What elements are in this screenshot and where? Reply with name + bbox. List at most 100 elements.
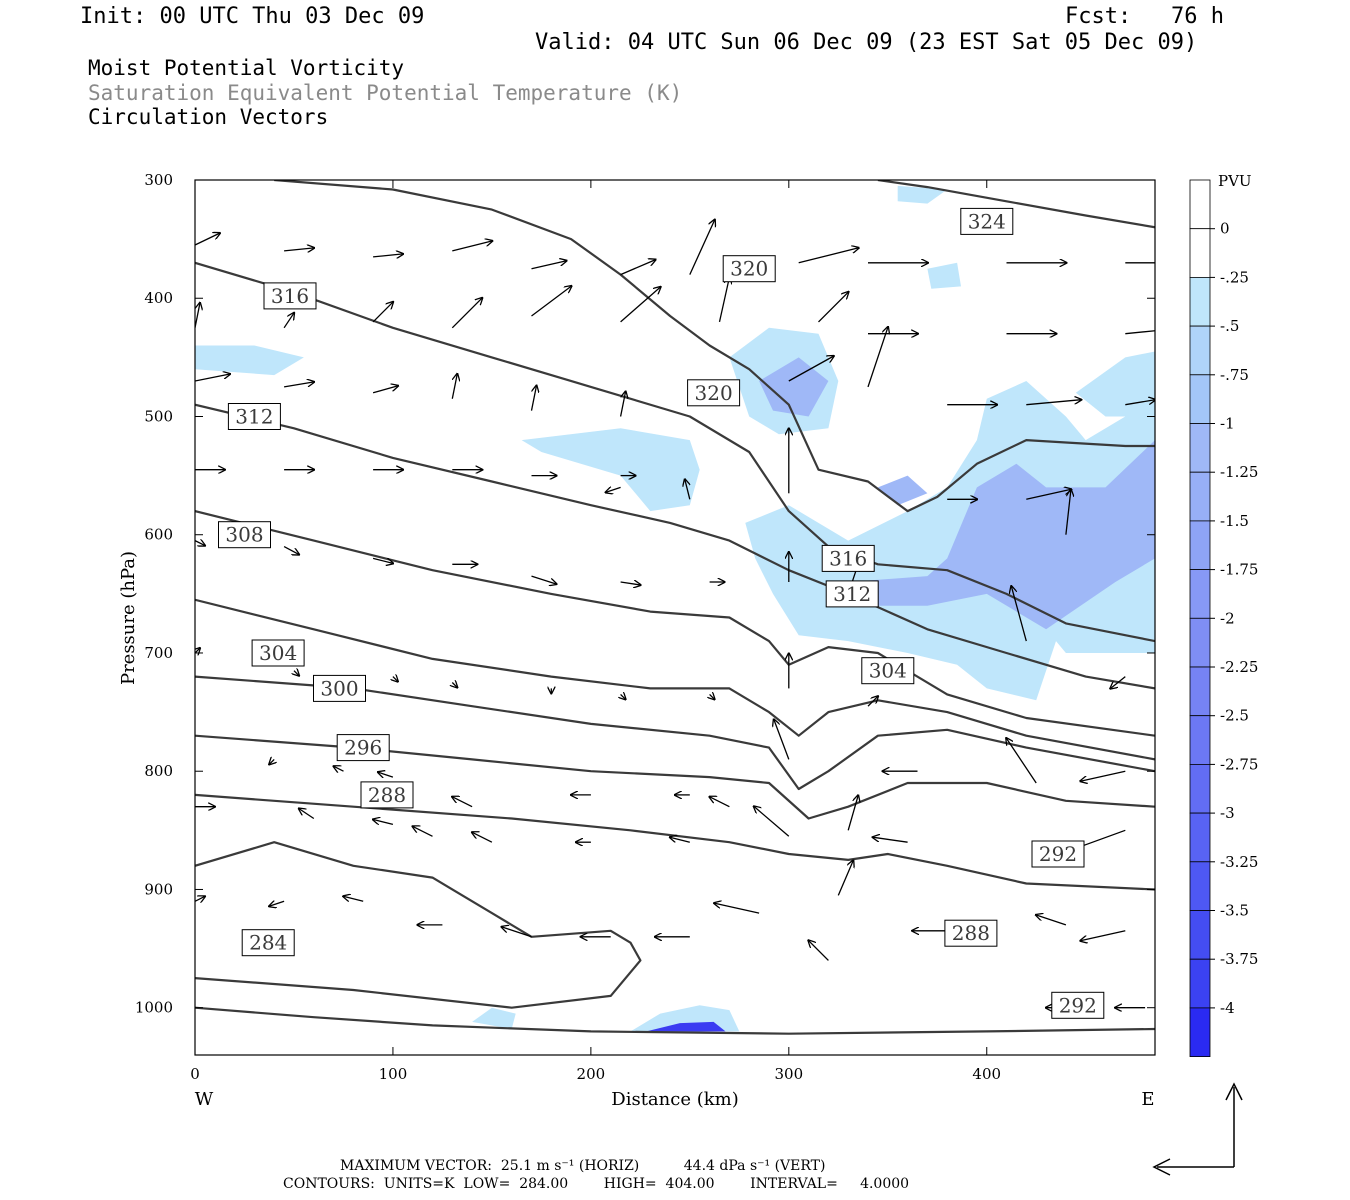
contour-label: 284 [249, 931, 287, 955]
contour-label: 320 [695, 381, 733, 405]
vector-arrow [532, 386, 537, 411]
vector-arrow [269, 759, 274, 764]
colorbar-bin [1190, 521, 1210, 570]
vector-arrow [532, 576, 557, 584]
contour-label: 292 [1059, 993, 1097, 1017]
vector-arrow [690, 220, 715, 275]
vector-arrow [373, 819, 393, 824]
contour-label: 304 [259, 641, 297, 665]
colorbar-label: -3.5 [1220, 902, 1249, 920]
vector-arrow [413, 826, 433, 836]
y-tick-label: 600 [144, 526, 173, 544]
pv-region [927, 263, 961, 289]
colorbar-bin [1190, 764, 1210, 813]
contour-label: 300 [320, 676, 358, 700]
colorbar-label: 0 [1220, 220, 1230, 238]
vector-arrow [294, 671, 299, 676]
max-vector-note: MAXIMUM VECTOR: 25.1 m s⁻¹ (HORIZ) 44.4 … [340, 1158, 825, 1174]
vector-arrow [284, 382, 314, 387]
vector-arrow [1006, 738, 1036, 783]
colorbar-label: -3 [1220, 804, 1235, 822]
contour-label: 316 [271, 284, 309, 308]
vector-arrow [195, 233, 220, 245]
colorbar-bin [1190, 618, 1210, 667]
y-tick-label: 400 [144, 289, 173, 307]
vector-arrow [452, 241, 492, 251]
colorbar-label: -2.75 [1220, 755, 1258, 773]
vector-arrow [868, 327, 888, 387]
vector-arrow [532, 286, 572, 316]
contour-label: 304 [869, 659, 907, 683]
vector-arrow [284, 313, 294, 328]
colorbar-bin [1190, 667, 1210, 716]
contour-label: 296 [344, 736, 382, 760]
contour-label: 316 [829, 546, 867, 570]
vector-arrow [606, 487, 621, 492]
vector-arrow [195, 374, 230, 381]
colorbar-unit: PVU [1218, 172, 1252, 190]
pv-region [878, 476, 928, 506]
colorbar-label: -.75 [1220, 366, 1249, 384]
vector-arrow [195, 648, 200, 653]
vector-arrow [393, 677, 398, 682]
colorbar-label: -3.25 [1220, 853, 1258, 871]
vector-arrow [709, 797, 729, 807]
vector-arrow [799, 248, 859, 263]
colorbar-label: -2 [1220, 609, 1235, 627]
vector-arrow [714, 903, 759, 913]
vector-arrow [195, 896, 205, 901]
vector-arrow [452, 797, 472, 807]
y-tick-label: 800 [144, 762, 173, 780]
vector-arrow [378, 772, 393, 777]
colorbar-label: -1.25 [1220, 463, 1258, 481]
vector-arrow [1080, 771, 1125, 781]
vector-arrow [848, 795, 858, 830]
colorbar-bin [1190, 862, 1210, 911]
colorbar-label: -2.25 [1220, 658, 1258, 676]
vector-arrow [621, 582, 641, 585]
west-label: W [195, 1089, 214, 1110]
vector-arrow [195, 303, 200, 328]
colorbar-bin [1190, 180, 1210, 229]
vector-arrow [819, 292, 849, 322]
theta-contour-324 [878, 180, 1155, 227]
vector-arrow [472, 832, 492, 842]
pv-region [472, 1008, 516, 1029]
vector-arrow [1036, 915, 1066, 925]
contour-label: 312 [833, 582, 871, 606]
contour-label: 308 [225, 523, 263, 547]
pv-region [195, 346, 304, 376]
colorbar-label: -4 [1220, 999, 1235, 1017]
vector-arrow [299, 809, 314, 819]
vector-arrow [710, 694, 715, 699]
colorbar-bin [1190, 375, 1210, 424]
colorbar-label: -2.5 [1220, 707, 1249, 725]
x-tick-label: 300 [774, 1065, 803, 1083]
colorbar-label: -1.5 [1220, 512, 1249, 530]
vector-arrow [621, 260, 656, 275]
vector-arrow [452, 683, 457, 688]
colorbar-bin [1190, 277, 1210, 326]
colorbar-label: -.5 [1220, 317, 1239, 335]
vector-arrow [754, 806, 789, 836]
contour-label: 312 [235, 405, 273, 429]
contour-label: 324 [968, 209, 1006, 233]
vector-arrow [532, 261, 567, 269]
colorbar-label: -1 [1220, 415, 1235, 433]
x-tick-label: 200 [577, 1065, 606, 1083]
vector-arrow [284, 248, 314, 251]
vector-arrow [195, 541, 205, 546]
contour-label: 320 [730, 257, 768, 281]
east-label: E [1141, 1089, 1154, 1110]
x-tick-label: 100 [379, 1065, 408, 1083]
vector-arrow [343, 896, 363, 901]
contour-label: 292 [1039, 842, 1077, 866]
colorbar-bin [1190, 229, 1210, 278]
vector-arrow [1080, 931, 1125, 941]
x-tick-label: 0 [190, 1065, 200, 1083]
y-tick-label: 1000 [135, 999, 173, 1017]
vector-arrow [373, 302, 393, 322]
colorbar-label: -1.75 [1220, 561, 1258, 579]
colorbar-label: -3.75 [1220, 950, 1258, 968]
colorbar-bin [1190, 959, 1210, 1008]
